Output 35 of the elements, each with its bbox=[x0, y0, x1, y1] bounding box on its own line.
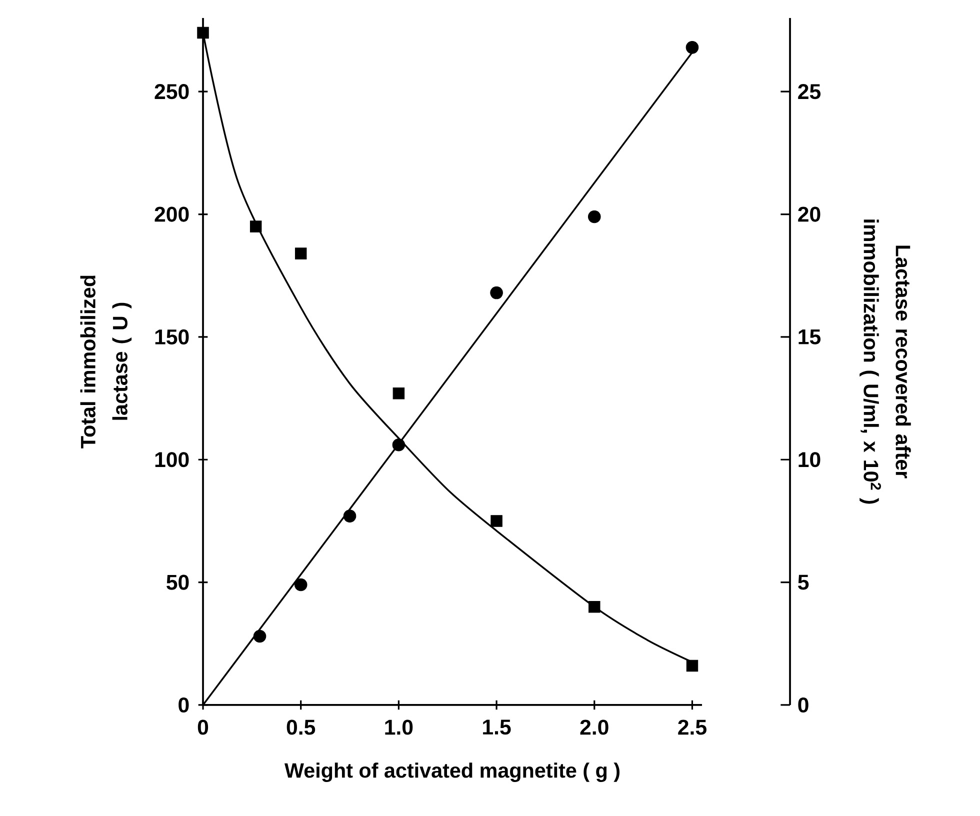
y-tick-label: 50 bbox=[166, 574, 189, 590]
point bbox=[686, 41, 699, 54]
y2-tick-label: 10 bbox=[798, 452, 820, 468]
point bbox=[392, 438, 406, 452]
y2-tick-label: 5 bbox=[798, 574, 809, 590]
point bbox=[490, 515, 502, 527]
y2-tick-label: 0 bbox=[798, 697, 808, 713]
point bbox=[250, 220, 262, 232]
x-tick-label: 0.5 bbox=[286, 720, 316, 735]
point bbox=[253, 630, 266, 643]
y-tick-label: 200 bbox=[154, 206, 189, 222]
y2-tick-label: 15 bbox=[798, 330, 821, 344]
y-tick-label: 100 bbox=[155, 452, 189, 468]
y2-tick-label: 20 bbox=[798, 206, 820, 222]
x-tick-label: 0 bbox=[198, 720, 208, 735]
y-tick-label: 250 bbox=[154, 84, 189, 100]
point bbox=[588, 600, 600, 613]
y2-axis-title: Lactase recovered after immobilization ( U/ml, x 10$^{2}$ ) bbox=[860, 220, 911, 504]
point bbox=[294, 578, 308, 592]
point bbox=[197, 26, 209, 39]
point bbox=[392, 388, 405, 400]
point bbox=[588, 210, 601, 224]
point bbox=[294, 248, 307, 260]
y-tick-label: 150 bbox=[155, 329, 189, 345]
x-tick-label: 1.0 bbox=[385, 720, 413, 735]
x-tick-label: 2.5 bbox=[678, 720, 706, 735]
y-tick-label: 0 bbox=[178, 697, 189, 713]
point bbox=[343, 510, 356, 522]
y2-tick-label: 25 bbox=[798, 84, 821, 100]
y-axis-title: Total immobilized lactase ( U ) bbox=[80, 276, 132, 448]
x-tick-label: 1.5 bbox=[483, 720, 511, 735]
x-tick-label: 2.0 bbox=[580, 720, 608, 735]
point bbox=[490, 286, 503, 300]
x-axis-title: Weight of activated magnetite ( g ) bbox=[284, 762, 620, 782]
point bbox=[686, 660, 698, 672]
